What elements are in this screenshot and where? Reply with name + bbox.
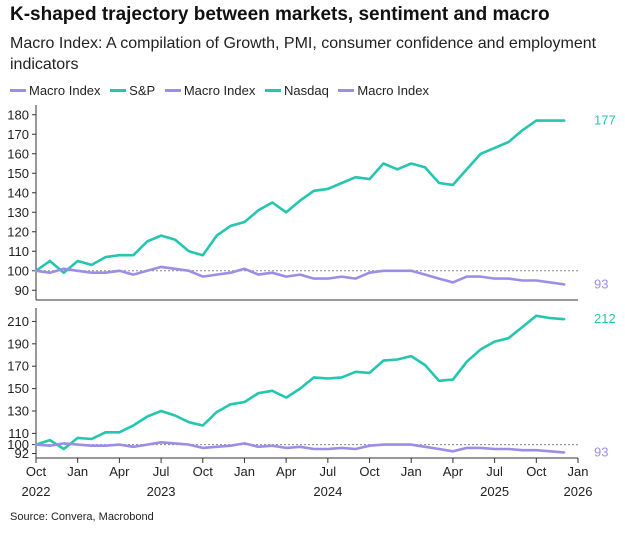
x-tick-label-month: Jan xyxy=(67,464,88,479)
x-tick-label-month: Apr xyxy=(109,464,130,479)
legend-item-macro-index-1: Macro Index xyxy=(10,83,101,98)
y-tick-label: 130 xyxy=(7,403,29,418)
x-tick-label-month: Oct xyxy=(26,464,47,479)
x-tick-label-month: Apr xyxy=(276,464,297,479)
y-tick-label: 170 xyxy=(7,127,29,142)
x-tick-label-month: Jul xyxy=(153,464,170,479)
y-tick-label: 130 xyxy=(7,205,29,220)
series-line-macro-index xyxy=(34,440,566,454)
x-tick-label-month: Apr xyxy=(443,464,464,479)
x-tick-label-year: 2026 xyxy=(564,484,593,499)
x-tick-label-month: Oct xyxy=(526,464,547,479)
x-tick-label-month: Jul xyxy=(486,464,503,479)
y-tick-label: 100 xyxy=(7,263,29,278)
legend-item-macro-index-3: Macro Index xyxy=(338,83,429,98)
legend-item-macro-index-2: Macro Index xyxy=(164,83,256,98)
y-tick-label: 170 xyxy=(7,359,29,374)
y-tick-label: 160 xyxy=(7,146,29,161)
x-tick-label-year: 2024 xyxy=(313,484,342,499)
y-tick-label: 150 xyxy=(7,166,29,181)
legend-swatch xyxy=(10,89,26,93)
legend-item-nasdaq: Nasdaq xyxy=(264,83,329,98)
y-tick-label: 180 xyxy=(7,107,29,122)
y-tick-label: 150 xyxy=(7,381,29,396)
chart-title: K-shaped trajectory between markets, sen… xyxy=(10,4,550,25)
legend-swatch xyxy=(338,89,355,93)
series-line-nasdaq xyxy=(34,314,566,451)
y-tick-label: 100 xyxy=(7,437,29,452)
y-tick-label: 140 xyxy=(7,185,29,200)
y-tick-label: 120 xyxy=(7,224,29,239)
series-line-s-p xyxy=(34,119,566,275)
legend-swatch xyxy=(164,89,181,93)
x-tick-label-month: Jan xyxy=(568,464,589,479)
y-tick-label: 190 xyxy=(7,336,29,351)
end-value-label-s-p: 177 xyxy=(594,113,616,128)
legend-label: Macro Index xyxy=(183,83,256,98)
y-tick-label: 90 xyxy=(15,283,29,298)
y-tick-label: 110 xyxy=(8,426,29,441)
x-tick-label-month: Jan xyxy=(401,464,422,479)
x-tick-label-month: Jan xyxy=(234,464,255,479)
series-line-macro-index xyxy=(34,265,566,286)
x-tick-label-month: Oct xyxy=(193,464,214,479)
legend-label: Macro Index xyxy=(29,83,101,98)
chart-subtitle: Macro Index: A compilation of Growth, PM… xyxy=(10,35,597,73)
x-tick-label-year: 2025 xyxy=(480,484,509,499)
end-value-label-macro-index: 93 xyxy=(594,276,608,291)
x-tick-label-year: 2022 xyxy=(22,484,51,499)
legend-item-sp: S&P xyxy=(110,83,155,98)
end-value-label-macro-index: 93 xyxy=(594,444,608,459)
y-tick-label: 210 xyxy=(7,314,29,329)
x-tick-label-month: Jul xyxy=(320,464,337,479)
legend-label: S&P xyxy=(129,83,156,98)
source-note: Source: Convera, Macrobond xyxy=(10,511,154,523)
y-tick-label: 92 xyxy=(15,446,29,461)
legend-swatch xyxy=(264,89,281,93)
x-tick-label-month: Oct xyxy=(359,464,380,479)
x-tick-label-year: 2023 xyxy=(147,484,176,499)
y-tick-label: 110 xyxy=(8,244,29,259)
end-value-label-nasdaq: 212 xyxy=(594,311,616,326)
legend-label: Nasdaq xyxy=(283,83,329,98)
legend: Macro Index S&P Macro Index Nasdaq Macro… xyxy=(10,83,435,98)
legend-label: Macro Index xyxy=(357,83,429,98)
legend-swatch xyxy=(110,89,127,93)
